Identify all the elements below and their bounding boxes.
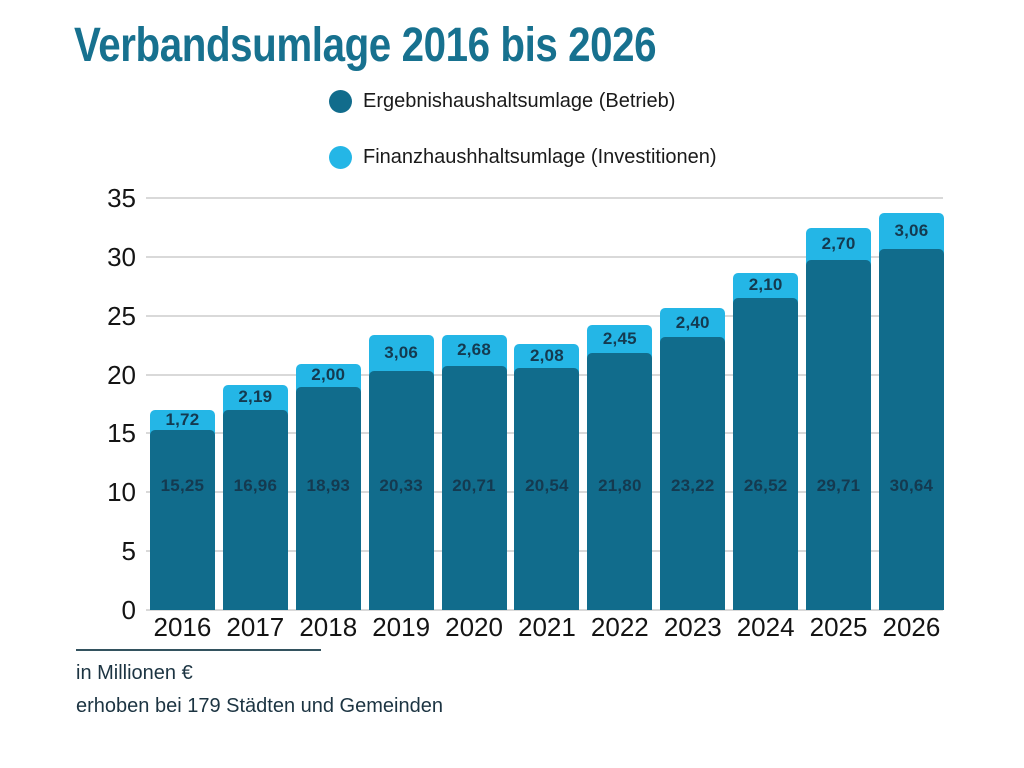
bar-label-investitionen: 2,68 — [457, 340, 491, 360]
gridline-y35 — [146, 197, 943, 199]
footer-divider — [76, 649, 321, 651]
bar-segment-betrieb — [295, 387, 361, 610]
bar-segment-investitionen — [441, 334, 507, 373]
bar-segment-betrieb — [806, 260, 872, 610]
bar-label-investitionen: 3,06 — [384, 342, 419, 362]
bar-label-investitionen: 2,19 — [238, 387, 273, 407]
bar-label-investitionen: 3,06 — [894, 221, 929, 241]
x-tick-label-2016: 2016 — [153, 612, 212, 642]
x-tick-label-2026: 2026 — [882, 612, 941, 642]
x-tick-label-2025: 2025 — [809, 612, 868, 642]
y-tick-label-10: 10 — [107, 477, 136, 508]
x-tick-label-2021: 2021 — [518, 612, 576, 642]
x-tick-label-2020: 2020 — [445, 612, 503, 642]
bar-segment-betrieb — [514, 368, 580, 610]
bar-label-betrieb: 26,52 — [743, 476, 788, 495]
x-tick-label-2017: 2017 — [226, 612, 285, 642]
bar-label-investitionen: 2,00 — [311, 365, 346, 385]
legend-dot-investitionen-icon — [329, 145, 352, 169]
bar-segment-investitionen — [878, 213, 944, 256]
bar-segment-investitionen — [368, 334, 434, 377]
page-title: Verbandsumlage 2016 bis 2026 — [74, 19, 657, 72]
bar-label-betrieb: 15,25 — [160, 476, 205, 495]
bar-label-betrieb: 20,71 — [452, 476, 496, 495]
bar-segment-betrieb — [587, 353, 653, 610]
legend-label-betrieb: Ergebnishaushaltsumlage (Betrieb) — [363, 89, 676, 112]
bar-segment-betrieb — [149, 430, 215, 610]
y-tick-label-0: 0 — [121, 595, 136, 625]
gridline-y30 — [146, 255, 943, 258]
y-tick-label-20: 20 — [107, 359, 136, 390]
x-tick-label-2023: 2023 — [663, 612, 722, 642]
bar-label-investitionen: 2,40 — [675, 312, 710, 332]
bar-label-betrieb: 18,93 — [306, 476, 351, 495]
bar-segment-betrieb — [733, 297, 799, 610]
bar-segment-betrieb — [878, 249, 944, 610]
legend-dot-betrieb-icon — [329, 89, 352, 113]
footer-source-note: erhoben bei 179 Städten und Gemeinden — [76, 695, 443, 717]
bar-label-betrieb: 20,33 — [379, 476, 423, 495]
bar-label-investitionen: 2,45 — [602, 328, 637, 348]
gridline-y25 — [146, 314, 943, 317]
bar-label-betrieb: 29,71 — [816, 476, 861, 495]
x-tick-label-2019: 2019 — [372, 612, 431, 642]
bar-label-investitionen: 1,72 — [165, 410, 200, 430]
gridline-y0 — [146, 609, 943, 611]
footer-unit-note: in Millionen € — [76, 662, 193, 684]
bar-label-investitionen: 2,08 — [529, 345, 564, 365]
bar-segment-betrieb — [368, 370, 434, 610]
bar-segment-betrieb — [222, 410, 288, 610]
y-tick-label-15: 15 — [107, 418, 136, 449]
bar-label-betrieb: 21,80 — [598, 476, 642, 495]
legend-item-investitionen: Finanzhaushhaltsumlage (Investitionen) — [329, 144, 717, 170]
bar-label-betrieb: 16,96 — [233, 476, 278, 495]
bar-segment-investitionen — [806, 228, 872, 267]
bar-segment-betrieb — [441, 366, 507, 610]
bar-label-betrieb: 20,54 — [525, 476, 569, 495]
bar-segment-betrieb — [660, 336, 726, 610]
y-tick-label-35: 35 — [107, 183, 136, 213]
legend-label-investitionen: Finanzhaushhaltsumlage (Investitionen) — [363, 145, 717, 168]
y-tick-label-30: 30 — [107, 241, 136, 272]
legend-item-betrieb: Ergebnishaushaltsumlage (Betrieb) — [329, 88, 717, 114]
x-tick-label-2018: 2018 — [299, 612, 358, 642]
y-tick-label-5: 5 — [121, 536, 136, 567]
x-tick-label-2022: 2022 — [590, 612, 649, 642]
bar-label-betrieb: 30,64 — [889, 476, 934, 495]
bar-label-betrieb: 23,22 — [670, 476, 715, 495]
chart-legend: Ergebnishaushaltsumlage (Betrieb) Finanz… — [329, 88, 717, 200]
bar-label-investitionen: 2,70 — [821, 234, 856, 254]
bar-label-investitionen: 2,10 — [748, 275, 783, 295]
y-tick-label-25: 25 — [107, 300, 136, 331]
x-tick-label-2024: 2024 — [736, 612, 795, 642]
